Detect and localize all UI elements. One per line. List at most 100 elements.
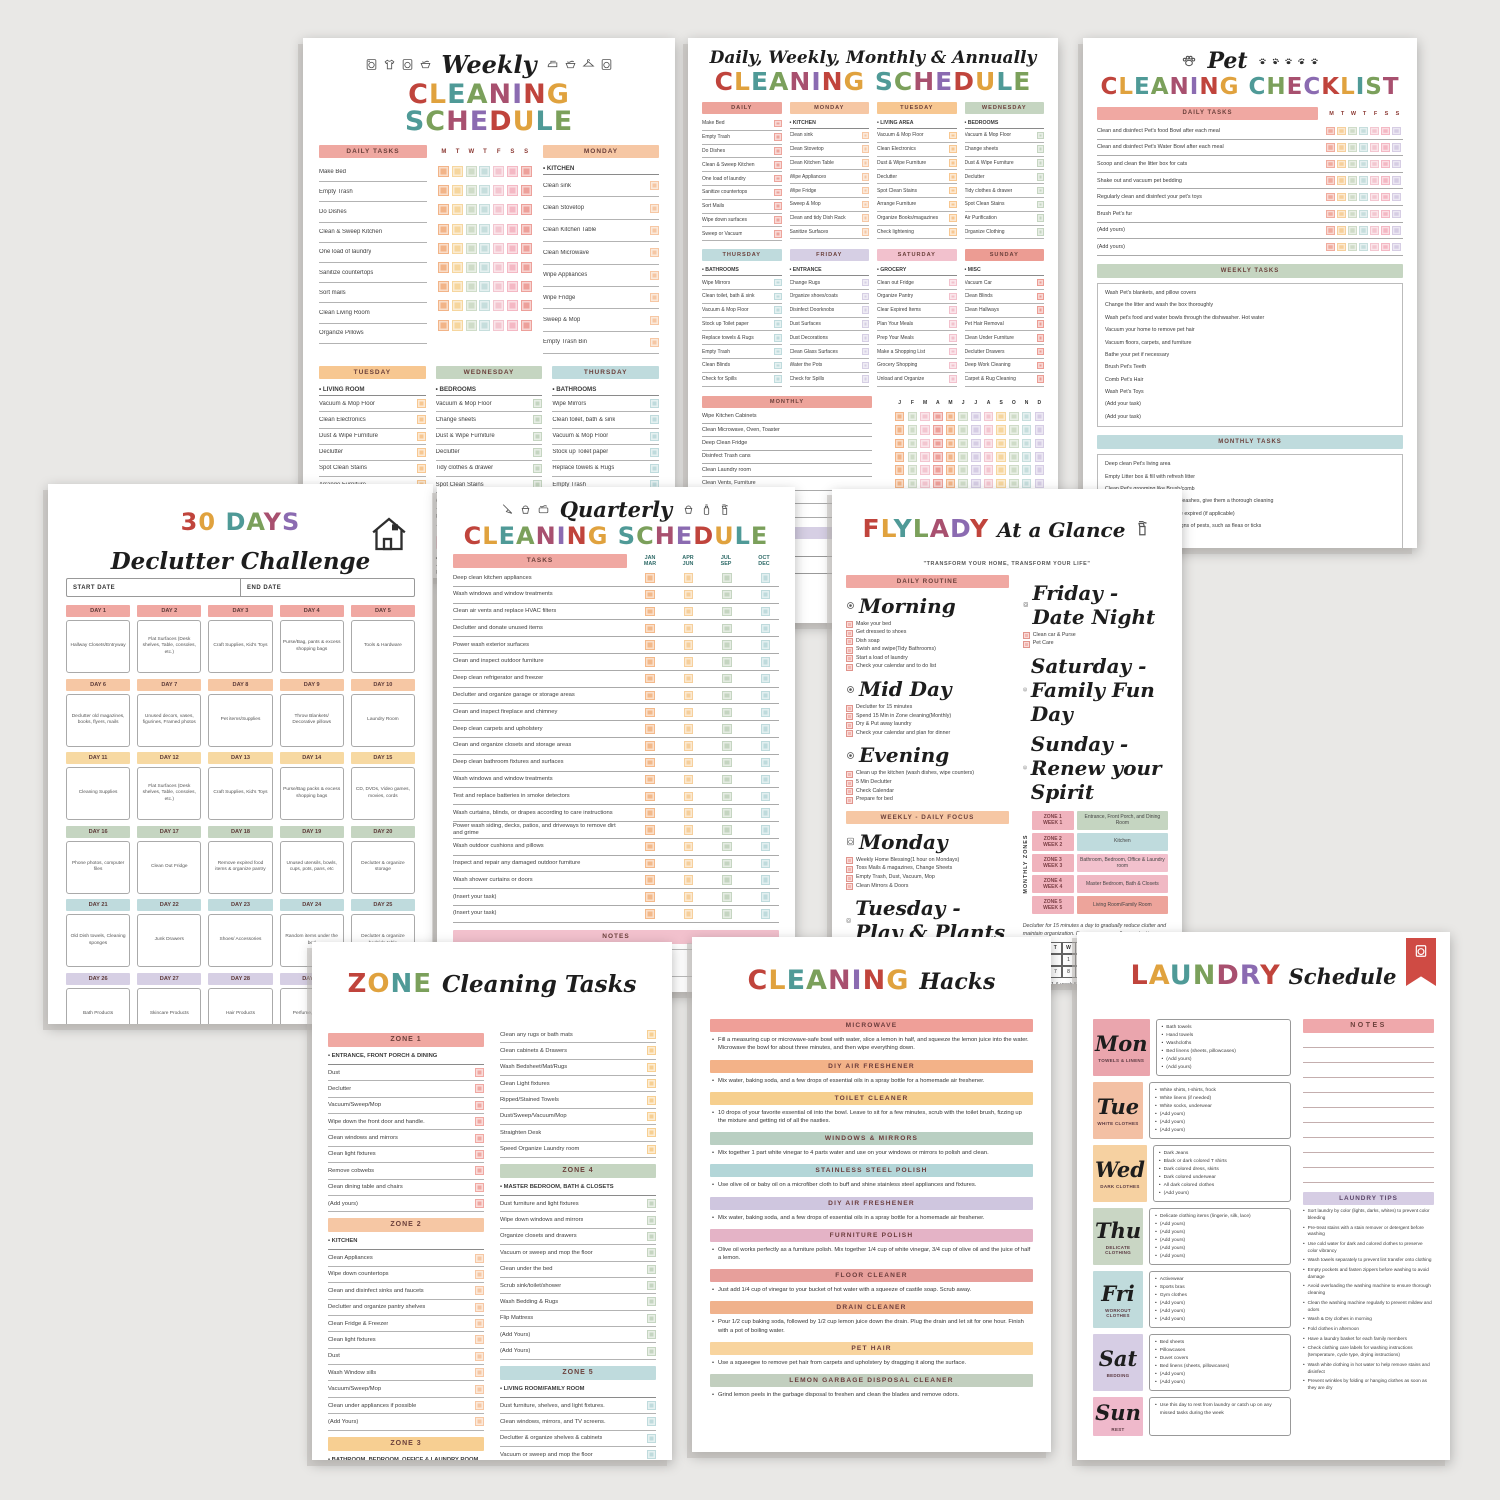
checkbox[interactable] xyxy=(983,411,994,422)
checkbox[interactable] xyxy=(683,657,693,667)
checkbox[interactable] xyxy=(479,166,491,178)
checkbox[interactable] xyxy=(647,1297,656,1307)
checkbox[interactable] xyxy=(1348,192,1357,202)
checkbox[interactable] xyxy=(683,774,693,785)
checkbox[interactable] xyxy=(683,623,693,634)
checkbox[interactable] xyxy=(645,808,655,818)
checkbox[interactable] xyxy=(958,411,968,422)
checkbox[interactable] xyxy=(722,741,732,751)
day-cell[interactable]: Clean Out Fridge xyxy=(137,840,202,894)
checkbox[interactable] xyxy=(722,875,732,885)
checkbox[interactable] xyxy=(452,242,464,254)
checkbox[interactable] xyxy=(774,147,782,155)
day-cell[interactable]: Craft Supplies, Kid's Toys xyxy=(208,767,273,821)
checkbox[interactable] xyxy=(479,319,491,331)
checkbox[interactable] xyxy=(1392,126,1401,136)
checkbox[interactable] xyxy=(475,1182,484,1192)
checkbox[interactable] xyxy=(452,204,464,216)
checkbox[interactable] xyxy=(650,315,659,325)
checkbox[interactable] xyxy=(650,337,659,347)
checkbox[interactable] xyxy=(861,186,869,195)
checkbox[interactable] xyxy=(1389,401,1395,407)
checkbox[interactable] xyxy=(493,223,505,235)
day-cell[interactable]: Flat Surfaces (Desk shelves, Table, cons… xyxy=(137,620,202,674)
checkbox[interactable] xyxy=(949,361,957,370)
checkbox[interactable] xyxy=(1036,334,1044,342)
checkbox[interactable] xyxy=(533,415,543,425)
checkbox[interactable] xyxy=(933,478,943,489)
checkbox[interactable] xyxy=(958,438,968,449)
checkbox[interactable] xyxy=(1359,209,1368,219)
checkbox[interactable] xyxy=(1389,498,1395,504)
checkbox[interactable] xyxy=(1389,377,1395,383)
checkbox[interactable] xyxy=(1326,176,1335,185)
checkbox[interactable] xyxy=(645,606,655,617)
checkbox[interactable] xyxy=(1034,465,1044,475)
checkbox[interactable] xyxy=(1034,438,1044,449)
checkbox[interactable] xyxy=(1036,159,1044,167)
checkbox[interactable] xyxy=(1036,131,1044,140)
checkbox[interactable] xyxy=(452,223,464,235)
day-cell[interactable]: Old Dish towels, Cleaning sponges xyxy=(66,914,131,968)
checkbox[interactable] xyxy=(479,281,491,293)
checkbox[interactable] xyxy=(647,1401,656,1411)
checkbox[interactable] xyxy=(846,646,853,654)
checkbox[interactable] xyxy=(683,673,693,684)
checkbox[interactable] xyxy=(1381,143,1390,152)
checkbox[interactable] xyxy=(1381,209,1390,219)
checkbox[interactable] xyxy=(1392,176,1401,185)
checkbox[interactable] xyxy=(971,452,981,462)
checkbox[interactable] xyxy=(722,673,732,684)
checkbox[interactable] xyxy=(647,1417,656,1427)
checkbox[interactable] xyxy=(1009,452,1019,462)
checkbox[interactable] xyxy=(649,447,659,457)
checkbox[interactable] xyxy=(479,223,491,235)
checkbox[interactable] xyxy=(894,452,905,462)
checkbox[interactable] xyxy=(649,463,659,473)
checkbox[interactable] xyxy=(894,478,905,489)
checkbox[interactable] xyxy=(1370,126,1379,136)
checkbox[interactable] xyxy=(683,909,693,919)
checkbox[interactable] xyxy=(1036,375,1044,383)
checkbox[interactable] xyxy=(971,465,981,475)
checkbox[interactable] xyxy=(1389,474,1395,480)
checkbox[interactable] xyxy=(1392,159,1401,169)
checkbox[interactable] xyxy=(861,278,869,287)
checkbox[interactable] xyxy=(1348,176,1357,185)
checkbox[interactable] xyxy=(533,431,543,441)
checkbox[interactable] xyxy=(647,1450,656,1460)
checkbox[interactable] xyxy=(650,181,659,191)
checkbox[interactable] xyxy=(647,1111,656,1121)
checkbox[interactable] xyxy=(1021,478,1032,489)
checkbox[interactable] xyxy=(861,347,869,356)
checkbox[interactable] xyxy=(760,707,770,718)
checkbox[interactable] xyxy=(650,225,659,235)
checkbox[interactable] xyxy=(683,640,693,650)
checkbox[interactable] xyxy=(996,452,1006,462)
checkbox[interactable] xyxy=(722,791,732,801)
checkbox[interactable] xyxy=(1009,411,1019,422)
checkbox[interactable] xyxy=(416,431,426,441)
checkbox[interactable] xyxy=(949,228,957,236)
day-cell[interactable]: Declutter old magazines, books, flyers, … xyxy=(66,693,131,747)
checkbox[interactable] xyxy=(650,270,659,280)
checkbox[interactable] xyxy=(520,242,532,254)
checkbox[interactable] xyxy=(475,1269,484,1279)
checkbox[interactable] xyxy=(649,415,659,425)
checkbox[interactable] xyxy=(1036,292,1044,301)
checkbox[interactable] xyxy=(983,465,994,475)
checkbox[interactable] xyxy=(645,858,655,869)
day-cell[interactable]: Flat Surfaces (Desk shelves, Table, cons… xyxy=(137,767,202,821)
checkbox[interactable] xyxy=(1326,242,1335,252)
checkbox[interactable] xyxy=(647,1062,656,1072)
checkbox[interactable] xyxy=(722,589,732,600)
checkbox[interactable] xyxy=(971,411,981,422)
checkbox[interactable] xyxy=(647,1346,656,1356)
checkbox[interactable] xyxy=(760,774,770,785)
checkbox[interactable] xyxy=(1022,640,1030,648)
checkbox[interactable] xyxy=(506,281,518,293)
checkbox[interactable] xyxy=(861,228,869,236)
checkbox[interactable] xyxy=(774,216,782,224)
checkbox[interactable] xyxy=(945,452,956,462)
checkbox[interactable] xyxy=(1392,209,1401,219)
